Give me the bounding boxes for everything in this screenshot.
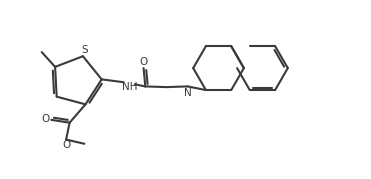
Text: NH: NH <box>122 83 138 93</box>
Text: O: O <box>63 140 71 150</box>
Text: N: N <box>184 88 192 98</box>
Text: S: S <box>81 45 88 55</box>
Text: O: O <box>139 57 148 67</box>
Text: O: O <box>41 114 49 124</box>
